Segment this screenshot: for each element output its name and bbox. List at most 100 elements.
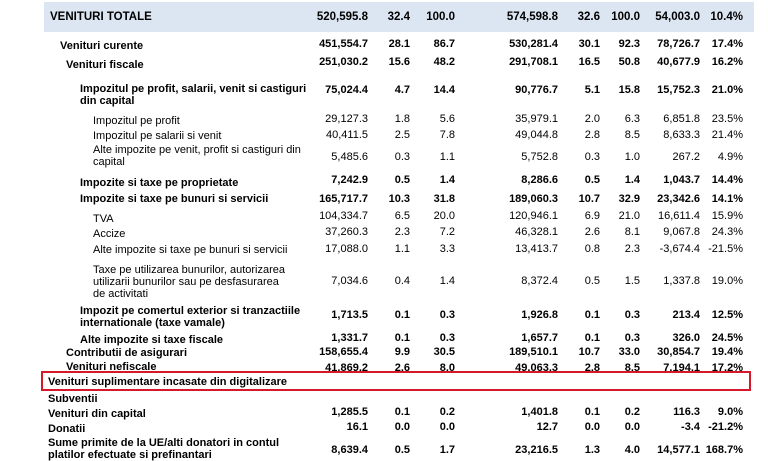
row-label: Venituri fiscale — [66, 59, 144, 71]
row-label: Venituri curente — [60, 40, 144, 52]
share-total-2023: 8.1 — [624, 226, 640, 238]
share-total-2022: 20.0 — [433, 210, 455, 222]
share-gdp-2023: 0.1 — [584, 406, 600, 418]
share-gdp-2022: 0.5 — [394, 444, 410, 456]
share-gdp-2022: 32.4 — [387, 11, 410, 23]
value-2022: 520,595.8 — [316, 11, 368, 23]
value-2023: 90,776.7 — [515, 84, 558, 96]
share-total-2022: 5.6 — [439, 113, 455, 125]
row-label: TVA — [93, 213, 114, 225]
value-2022: 165,717.7 — [319, 193, 368, 205]
header-band — [44, 2, 754, 32]
share-total-2022: 48.2 — [433, 56, 455, 68]
share-gdp-2022: 2.5 — [394, 129, 410, 141]
row-label: VENITURI TOTALE — [50, 11, 152, 23]
row-label: Accize — [93, 228, 126, 240]
value-2023: 189,060.3 — [509, 193, 558, 205]
share-gdp-2023: 1.3 — [584, 444, 600, 456]
share-gdp-2023: 2.6 — [584, 226, 600, 238]
share-total-2022: 7.8 — [439, 129, 455, 141]
change-pct: 15.9% — [711, 210, 743, 222]
share-gdp-2023: 0.0 — [584, 421, 600, 433]
share-total-2022: 0.3 — [439, 309, 455, 321]
share-gdp-2023: 5.1 — [584, 84, 600, 96]
share-total-2023: 1.4 — [624, 174, 640, 186]
value-2022: 37,260.3 — [325, 226, 368, 238]
share-gdp-2022: 2.3 — [394, 226, 410, 238]
value-2022: 16.1 — [346, 421, 368, 433]
value-2022: 29,127.3 — [325, 113, 368, 125]
share-total-2023: 6.3 — [624, 113, 640, 125]
change-pct: 14.1% — [711, 193, 743, 205]
row-label: Subventii — [48, 393, 98, 405]
value-2022: 40,411.5 — [325, 129, 368, 141]
change-pct: 4.9% — [717, 151, 743, 163]
share-total-2023: 15.8 — [618, 84, 640, 96]
share-gdp-2022: 0.5 — [394, 174, 410, 186]
change-abs: 267.2 — [672, 151, 700, 163]
change-pct: 21.0% — [711, 84, 743, 96]
share-total-2022: 0.3 — [439, 332, 455, 344]
share-total-2022: 1.4 — [439, 275, 455, 287]
value-2023: 120,946.1 — [509, 210, 558, 222]
share-gdp-2022: 9.9 — [394, 346, 410, 358]
row-label: Alte impozite si taxe fiscale — [80, 334, 224, 346]
share-total-2022: 3.3 — [439, 243, 455, 255]
change-abs: 213.4 — [672, 309, 700, 321]
value-2022: 104,334.7 — [319, 210, 368, 222]
share-total-2023: 0.2 — [624, 406, 640, 418]
change-pct: -21.5% — [708, 243, 743, 255]
share-gdp-2023: 0.5 — [584, 174, 600, 186]
value-2023: 189,510.1 — [509, 346, 558, 358]
share-total-2023: 1.5 — [624, 275, 640, 287]
change-pct: 168.7% — [705, 444, 743, 456]
value-2023: 8,286.6 — [521, 174, 558, 186]
value-2023: 23,216.5 — [515, 444, 558, 456]
share-total-2023: 0.0 — [624, 421, 640, 433]
share-total-2023: 4.0 — [624, 444, 640, 456]
share-total-2023: 92.3 — [618, 38, 640, 50]
value-2022: 7,034.6 — [331, 275, 368, 287]
change-abs: 326.0 — [672, 332, 700, 344]
change-abs: 78,726.7 — [657, 38, 700, 50]
change-abs: -3,674.4 — [659, 243, 700, 255]
value-2023: 13,413.7 — [515, 243, 558, 255]
share-gdp-2022: 6.5 — [394, 210, 410, 222]
value-2022: 8,639.4 — [331, 444, 368, 456]
share-gdp-2022: 1.1 — [394, 243, 410, 255]
row-label: Impozitul pe profit, salarii, venit si c… — [80, 83, 307, 107]
row-label: Impozite si taxe pe bunuri si servicii — [80, 193, 269, 205]
row-label: Impozite si taxe pe proprietate — [80, 177, 239, 189]
row-label: Venituri din capital — [48, 408, 146, 420]
row-label: Impozitul pe salarii si venit — [93, 130, 222, 142]
row-label: Contributii de asigurari — [66, 347, 188, 359]
share-total-2023: 1.0 — [624, 151, 640, 163]
highlight-frame — [41, 371, 751, 391]
share-total-2022: 1.4 — [439, 174, 455, 186]
value-2023: 1,401.8 — [521, 406, 558, 418]
share-total-2023: 32.9 — [618, 193, 640, 205]
share-gdp-2023: 2.8 — [584, 129, 600, 141]
value-2023: 49,044.8 — [515, 129, 558, 141]
change-pct: 12.5% — [711, 309, 743, 321]
share-total-2022: 14.4 — [433, 84, 455, 96]
share-total-2022: 86.7 — [433, 38, 455, 50]
value-2022: 1,331.7 — [331, 332, 368, 344]
change-pct: 19.0% — [711, 275, 743, 287]
value-2023: 1,926.8 — [521, 309, 558, 321]
share-gdp-2022: 0.0 — [394, 421, 410, 433]
change-abs: 14,577.1 — [657, 444, 700, 456]
share-gdp-2022: 10.3 — [388, 193, 410, 205]
share-gdp-2022: 0.1 — [394, 309, 410, 321]
row-label: Sume primite de la UE/alti donatori in c… — [48, 437, 280, 461]
share-gdp-2023: 0.8 — [584, 243, 600, 255]
share-gdp-2023: 10.7 — [578, 193, 600, 205]
share-gdp-2023: 0.5 — [584, 275, 600, 287]
change-pct: 24.5% — [711, 332, 743, 344]
share-gdp-2022: 0.3 — [394, 151, 410, 163]
share-gdp-2022: 1.8 — [394, 113, 410, 125]
value-2023: 291,708.1 — [509, 56, 558, 68]
value-2023: 5,752.8 — [521, 151, 558, 163]
value-2023: 8,372.4 — [521, 275, 558, 287]
share-total-2023: 21.0 — [618, 210, 640, 222]
